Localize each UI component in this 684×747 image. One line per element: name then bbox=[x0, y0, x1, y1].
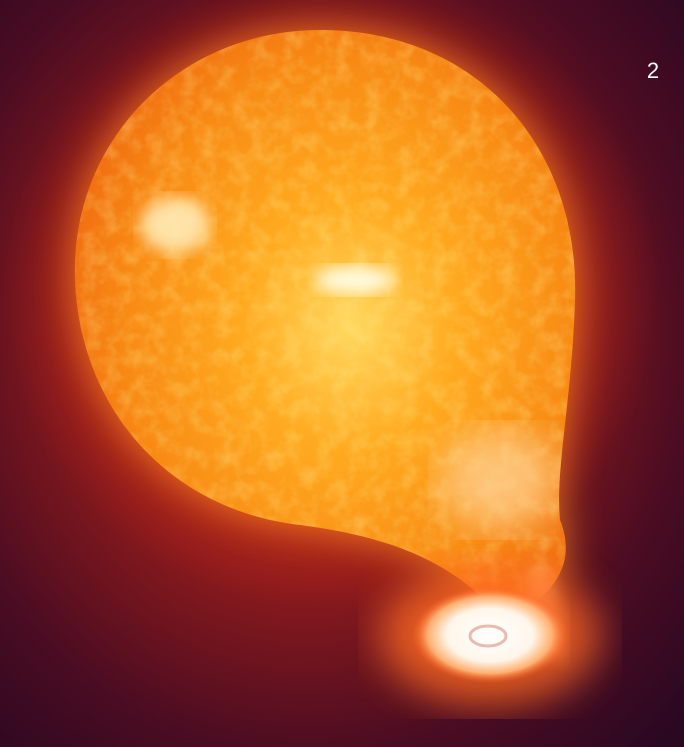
companion-star bbox=[468, 624, 508, 648]
accretion-disk bbox=[412, 587, 568, 683]
page-number: 2 bbox=[647, 58, 659, 83]
